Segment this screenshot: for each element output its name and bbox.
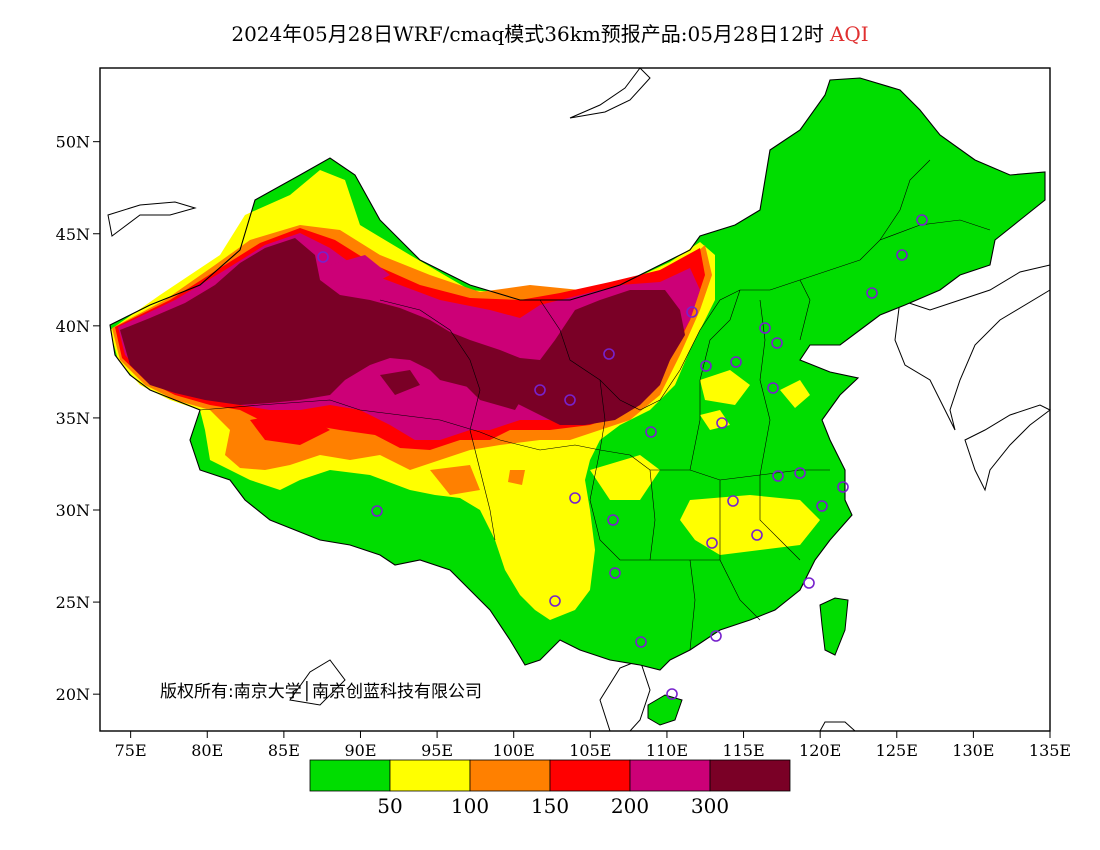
station-marker bbox=[759, 322, 771, 334]
station-marker bbox=[730, 356, 742, 368]
region-aqi-moderate bbox=[700, 370, 750, 405]
station-marker bbox=[569, 492, 581, 504]
longitude-tick-label: 80E bbox=[191, 741, 223, 760]
neighbour-coastline bbox=[107, 201, 197, 237]
station-marker bbox=[706, 537, 718, 549]
colorbar-label: 150 bbox=[531, 794, 569, 818]
region-aqi-good bbox=[648, 695, 682, 725]
station-marker bbox=[317, 251, 329, 263]
copyright-text: 版权所有:南京大学│南京创蓝科技有限公司 bbox=[160, 681, 482, 702]
colorbar-label: 100 bbox=[451, 794, 489, 818]
longitude-tick-label: 115E bbox=[722, 741, 764, 760]
plot-frame bbox=[99, 67, 1051, 732]
colorbar-swatch bbox=[309, 759, 391, 792]
region-aqi-unhealthy bbox=[250, 410, 330, 445]
region-aqi-moderate bbox=[780, 380, 810, 408]
station-marker bbox=[727, 495, 739, 507]
region-aqi-hazardous bbox=[455, 370, 530, 410]
station-marker bbox=[700, 360, 712, 372]
colorbar-swatch bbox=[549, 759, 631, 792]
title-text: 2024年05月28日WRF/cmaq模式36km预报产品:05月28日12时 bbox=[231, 22, 824, 46]
colorbar-label: 200 bbox=[611, 794, 649, 818]
longitude-tick-label: 105E bbox=[569, 741, 611, 760]
station-marker bbox=[603, 348, 615, 360]
taiwan-outline bbox=[819, 597, 849, 656]
station-marker bbox=[716, 417, 728, 429]
station-marker bbox=[549, 595, 561, 607]
station-marker bbox=[803, 577, 815, 589]
map-plot-area bbox=[107, 67, 1051, 732]
longitude-tick-label: 75E bbox=[115, 741, 147, 760]
latitude-tick-label: 35N bbox=[56, 409, 90, 428]
station-marker bbox=[751, 529, 763, 541]
station-marker bbox=[866, 287, 878, 299]
station-marker bbox=[772, 470, 784, 482]
station-marker bbox=[564, 394, 576, 406]
map-title: 2024年05月28日WRF/cmaq模式36km预报产品:05月28日12时 A… bbox=[0, 18, 1100, 47]
neighbour-coastline bbox=[894, 264, 1051, 431]
latitude-tick-label: 20N bbox=[56, 685, 90, 704]
latitude-tick-label: 30N bbox=[56, 501, 90, 520]
longitude-tick-label: 100E bbox=[493, 741, 535, 760]
longitude-tick-label: 85E bbox=[268, 741, 300, 760]
colorbar-label: 50 bbox=[377, 794, 402, 818]
station-marker bbox=[609, 567, 621, 579]
neighbour-coastline bbox=[289, 659, 346, 706]
colorbar-swatch bbox=[709, 759, 791, 792]
region-aqi-unhealthy-sensitive bbox=[430, 465, 480, 495]
longitude-tick-label: 130E bbox=[952, 741, 994, 760]
colorbar-swatch bbox=[629, 759, 711, 792]
neighbour-coastline bbox=[569, 67, 651, 119]
region-aqi-moderate bbox=[700, 410, 730, 430]
region-aqi-good bbox=[820, 598, 848, 655]
station-marker bbox=[607, 514, 619, 526]
colorbar-swatch bbox=[469, 759, 551, 792]
station-marker bbox=[534, 384, 546, 396]
region-aqi-hazardous bbox=[380, 370, 420, 395]
station-marker bbox=[837, 481, 849, 493]
colorbar-swatch bbox=[389, 759, 471, 792]
station-marker bbox=[371, 505, 383, 517]
region-aqi-very-unhealthy bbox=[330, 255, 390, 290]
region-aqi-moderate bbox=[590, 455, 660, 500]
station-marker bbox=[916, 214, 928, 226]
longitude-tick-label: 120E bbox=[799, 741, 841, 760]
station-marker bbox=[771, 337, 783, 349]
station-marker bbox=[635, 636, 647, 648]
hainan-outline bbox=[647, 694, 683, 726]
station-marker bbox=[896, 249, 908, 261]
longitude-tick-label: 110E bbox=[646, 741, 688, 760]
longitude-tick-label: 125E bbox=[876, 741, 918, 760]
station-marker bbox=[666, 688, 678, 700]
station-marker bbox=[794, 467, 806, 479]
colorbar-label: 300 bbox=[691, 794, 729, 818]
longitude-tick-label: 90E bbox=[344, 741, 376, 760]
latitude-axis: 20N 25N 30N 35N 40N 45N 50N bbox=[56, 133, 100, 704]
station-marker bbox=[816, 500, 828, 512]
latitude-tick-label: 50N bbox=[56, 133, 90, 152]
station-marker bbox=[710, 630, 722, 642]
longitude-tick-label: 95E bbox=[421, 741, 453, 760]
longitude-tick-label: 135E bbox=[1029, 741, 1071, 760]
longitude-axis: 75E 80E 85E 90E 95E 100E 105E 110E 115E 120E 125E 1… bbox=[115, 731, 1071, 760]
country-border bbox=[109, 77, 1046, 671]
station-markers bbox=[317, 214, 928, 700]
region-aqi-unhealthy-sensitive bbox=[508, 470, 525, 485]
latitude-tick-label: 45N bbox=[56, 225, 90, 244]
variable-label: AQI bbox=[829, 22, 869, 46]
latitude-tick-label: 40N bbox=[56, 317, 90, 336]
latitude-tick-label: 25N bbox=[56, 593, 90, 612]
station-marker bbox=[645, 426, 657, 438]
station-marker bbox=[686, 306, 698, 318]
region-aqi-hazardous bbox=[120, 238, 685, 425]
aqi-colorbar: 50 100 150 200 300 bbox=[309, 759, 791, 818]
station-marker bbox=[767, 382, 779, 394]
neighbour-coastline bbox=[964, 404, 1051, 492]
